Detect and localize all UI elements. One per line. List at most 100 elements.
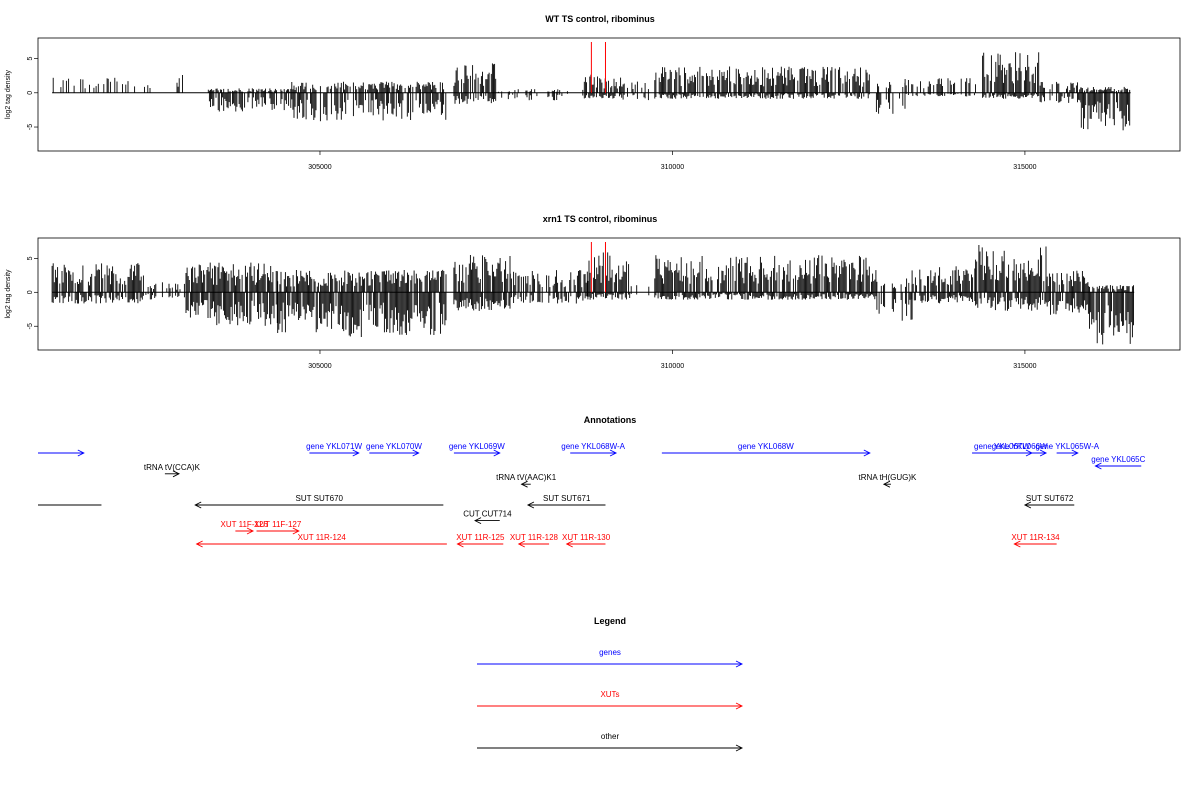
feature-label: SUT SUT670 [296,494,344,503]
arrowhead-left [1094,462,1102,470]
annotation-feature: SUT SUT672 [1023,494,1075,509]
arrowhead-right [735,702,744,710]
arrowhead-left [526,501,535,509]
arrowhead-right [735,660,744,668]
arrowhead-right [1071,449,1079,457]
arrowhead-right [609,449,618,457]
signal-panel-2: xrn1 TS control, ribominus log2 tag densi… [5,214,1181,370]
feature-label: XUT 11R-125 [456,533,505,542]
annotations-track: Annotations gene YKL071W gene YKL070W gene … [38,415,1146,548]
feature-label: gene YKL070W [366,442,422,451]
feature-label: gene YKL066W [992,442,1048,451]
annotation-feature: XUT 11R-130 [562,533,611,548]
feature-label: gene YKL071W [306,442,362,451]
legend-label: XUTs [600,690,619,699]
x-tick-label: 315000 [1013,164,1036,171]
panel-title: WT TS control, ribominus [545,14,655,24]
x-tick-label: 310000 [661,363,684,370]
annotation-feature [38,449,85,457]
feature-label: XUT 11F-126 [221,520,269,529]
signal-bars [52,52,1131,131]
x-tick-label: 310000 [661,164,684,171]
annotation-feature: XUT 11F-127 [254,520,302,535]
y-tick-label: 0 [27,91,34,95]
arrowhead-left [456,540,464,548]
arrowhead-left [565,540,573,548]
arrowhead-left [517,540,525,548]
plot-frame [37,237,1181,351]
y-tick-label: -5 [27,323,34,329]
signal-panels: WT TS control, ribominus log2 tag density… [5,14,1181,370]
legend: Legend genes XUTs other [477,616,744,752]
arrowhead-right [292,527,300,535]
arrowhead-right [735,744,744,752]
plot-frame [37,37,1181,152]
y-tick-label: 5 [27,256,34,260]
legend-item: XUTs [477,690,744,710]
y-axis-label: log2 tag density [5,69,12,119]
x-tick-label: 305000 [308,363,331,370]
arrowhead-right [77,449,85,457]
legend-item: other [477,732,744,752]
arrowhead-left [882,480,891,488]
y-axis-label: log2 tag density [5,269,12,319]
feature-label: CUT CUT714 [463,510,512,519]
annotation-feature: XUT 11R-125 [456,533,505,548]
x-tick-label: 315000 [1013,363,1036,370]
y-tick-label: -5 [27,124,34,130]
feature-label: gene YKL065W-A [1035,442,1099,451]
arrowhead-left [1023,501,1032,509]
panel-title: xrn1 TS control, ribominus [543,214,658,224]
annotation-feature: XUT 11R-128 [510,533,559,548]
feature-label: XUT 11F-127 [254,520,302,529]
arrowhead-left [194,501,202,509]
arrowhead-right [412,449,420,457]
y-tick-label: 0 [27,290,34,294]
annotation-feature: XUT 11F-126 [221,520,269,535]
annotation-feature: gene YKL068W-A [561,442,626,457]
legend-title: Legend [594,616,626,626]
annotation-feature: XUT 11R-134 [1011,533,1060,548]
annotations-title: Annotations [584,415,637,425]
feature-label: gene YKL068W [738,442,794,451]
annotation-feature: tRNA tV(AAC)K1 [496,473,557,488]
annotation-feature: SUT SUT671 [526,494,606,509]
feature-label: gene YKL067W [974,442,1030,451]
arrowhead-left [195,540,203,548]
signal-panel-1: WT TS control, ribominus log2 tag density… [5,14,1181,171]
annotation-feature: XUT 11R-124 [195,533,447,548]
arrowhead-right [352,449,360,457]
feature-label: tRNA tV(CCA)K [144,463,201,472]
annotation-feature: SUT SUT670 [194,494,444,509]
feature-label: gene YKL065C [1091,455,1145,464]
arrowhead-right [863,449,871,457]
x-tick-label: 305000 [308,164,331,171]
arrowhead-left [474,517,482,525]
feature-label: XUT 11R-130 [562,533,611,542]
annotation-feature: CUT CUT714 [463,510,512,525]
annotation-feature: gene YKL065C [1091,455,1146,470]
annotation-feature: gene YKL071W [306,442,362,457]
feature-label: gene YKL069W [449,442,505,451]
feature-label: SUT SUT672 [1026,494,1074,503]
annotation-feature: gene YKL065W-A [1035,442,1100,457]
annotation-feature: tRNA tV(CCA)K [144,463,201,478]
arrowhead-right [246,527,255,535]
arrowhead-right [493,449,501,457]
annotation-feature: gene YKL068W [661,442,871,457]
annotation-feature: tRNA tH(GUG)K [859,473,917,488]
feature-label: gene YKL068W-A [561,442,625,451]
annotation-feature: gene YKL069W [449,442,505,457]
arrowhead-left [1013,540,1021,548]
annotation-feature: gene YKL070W [366,442,422,457]
arrowhead-right [172,470,180,478]
feature-label: XUT 11R-128 [510,533,559,542]
feature-label: XUT 11R-124 [298,533,347,542]
arrowhead-right [1039,449,1048,457]
arrowhead-left [520,480,528,488]
feature-label: tRNA tH(GUG)K [859,473,917,482]
y-tick-label: 5 [27,56,34,60]
legend-label: genes [599,648,621,657]
feature-label: XUT 11R-134 [1011,533,1060,542]
